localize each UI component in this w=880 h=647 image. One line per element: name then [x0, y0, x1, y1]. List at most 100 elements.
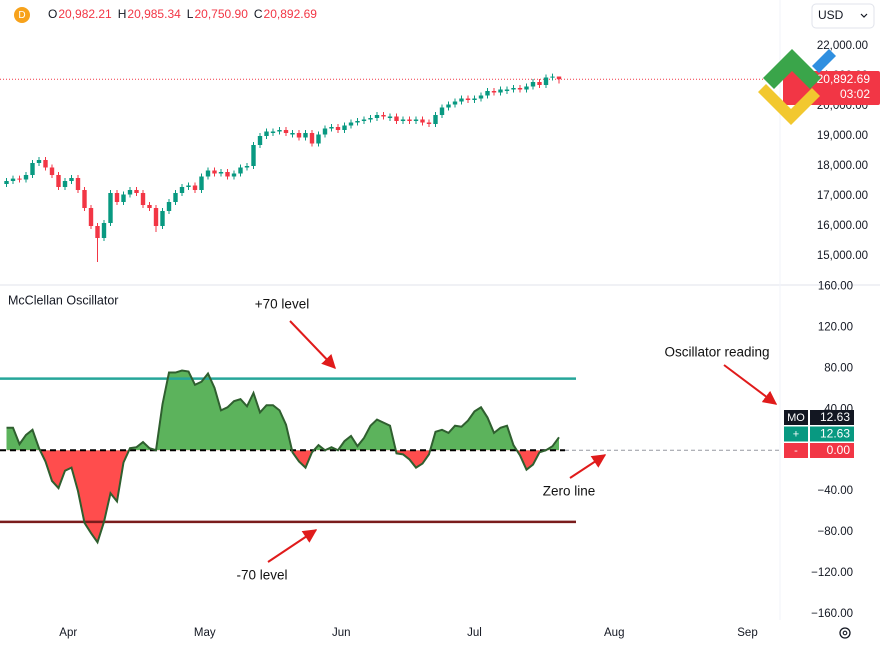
candle-body	[114, 193, 120, 202]
candle-body	[160, 211, 165, 226]
readout-badge	[784, 426, 808, 442]
y-tick-label: 160.00	[818, 281, 853, 293]
symbol-icon	[14, 7, 30, 23]
candle-body	[23, 175, 29, 180]
ohlc-value: 20,892.69	[264, 7, 318, 21]
area-positive	[6, 370, 559, 451]
candle-body	[452, 101, 458, 105]
readout-value: 0.00	[827, 443, 851, 457]
y-tick-label: −160.00	[811, 608, 853, 620]
candle-body	[530, 82, 536, 87]
annotation-arrow	[267, 529, 318, 563]
candle-body	[465, 98, 471, 100]
y-tick-label: 16,000.00	[817, 220, 868, 232]
candle-body	[153, 208, 159, 226]
candle-body	[30, 163, 35, 175]
ohlc-legend: O 20,982.21 H 20,985.34 L 20,750.90 C 20,892.69	[48, 7, 317, 21]
x-tick-label: Apr	[59, 627, 77, 639]
candle-body	[140, 193, 146, 205]
candle-body	[543, 77, 549, 85]
readout-value-box	[810, 426, 854, 442]
candle-body	[439, 107, 445, 115]
candle-body	[199, 176, 204, 190]
plot: 15,000.00 16,000.00 17,000.00 18,000.00 19,0…	[0, 40, 880, 639]
x-tick-label: Sep	[737, 627, 757, 639]
settings-icon[interactable]	[839, 627, 851, 639]
countdown: 03:02	[840, 87, 870, 101]
readout-label: -	[794, 445, 798, 457]
candle-body	[335, 127, 341, 130]
candle-body	[387, 116, 393, 118]
readout-badge	[784, 410, 808, 425]
candle-body	[511, 88, 516, 90]
currency[interactable]: USD	[818, 8, 844, 22]
candle-body	[368, 118, 373, 120]
candle-body	[95, 226, 100, 238]
logo	[758, 49, 836, 125]
y-tick-label: −80.00	[818, 526, 854, 538]
candle-body	[413, 119, 419, 121]
ohlc-value: 20,982.21	[58, 7, 112, 21]
currency-select[interactable]	[811, 3, 875, 29]
candle-body	[75, 178, 81, 190]
readout-value-box	[810, 443, 854, 458]
candle-body	[303, 133, 308, 138]
candle-body	[212, 170, 217, 174]
y-tick-label: 120.00	[818, 322, 853, 334]
candle-body	[270, 131, 276, 133]
annotation-arrow	[569, 454, 607, 479]
candle-body	[426, 122, 432, 124]
candle-body	[537, 82, 542, 85]
candle-body	[36, 160, 42, 163]
indicator-title: McClellan Oscillator	[8, 293, 118, 307]
price-tag-value: 20,892.69	[817, 72, 871, 86]
x-tick-label: Aug	[604, 627, 624, 639]
candle-body	[88, 208, 94, 226]
candle-body	[433, 115, 438, 124]
candle-body	[361, 119, 367, 121]
candle-body	[329, 127, 334, 129]
readout-value-box	[810, 410, 854, 425]
candle-body	[179, 187, 185, 193]
candle-body	[407, 119, 412, 121]
candle-body	[4, 181, 9, 184]
candle-body	[556, 76, 562, 80]
candle-body	[394, 116, 399, 121]
candle-body	[420, 119, 425, 123]
candle-body	[134, 190, 139, 193]
candle-body	[244, 166, 250, 168]
y-tick-label: 19,000.00	[817, 130, 868, 142]
x-tick-label: Jun	[332, 627, 351, 639]
candle-body	[374, 115, 380, 118]
candle-body	[218, 172, 224, 174]
candle-body	[147, 205, 152, 208]
y-tick-label: 18,000.00	[817, 160, 868, 172]
dropdown-chevron	[860, 13, 868, 18]
annotation: -70 level	[236, 568, 287, 583]
readout-badge	[784, 443, 808, 458]
y-tick-label: 15,000.00	[817, 250, 868, 262]
settings-icon-center	[842, 630, 848, 636]
ohlc-label: L	[187, 7, 194, 21]
candle-body	[381, 115, 386, 117]
ohlc-label: O	[48, 7, 57, 21]
candle-body	[173, 193, 178, 202]
candle-body	[231, 173, 237, 177]
candle-body	[251, 145, 256, 166]
candle-body	[192, 185, 198, 190]
candle-body	[101, 223, 107, 238]
area-negative	[40, 450, 546, 543]
candle-body	[348, 122, 354, 126]
candle-body	[49, 167, 55, 175]
candle-body	[69, 178, 74, 181]
annotation-arrow	[723, 364, 778, 405]
annotation: +70 level	[255, 297, 309, 312]
candle-body	[225, 172, 230, 177]
ohlc-value: 20,985.34	[127, 7, 181, 21]
candle-body	[56, 175, 61, 187]
readout-value: 12.63	[820, 427, 850, 441]
candle-body	[166, 202, 172, 211]
candle-body	[400, 119, 406, 121]
